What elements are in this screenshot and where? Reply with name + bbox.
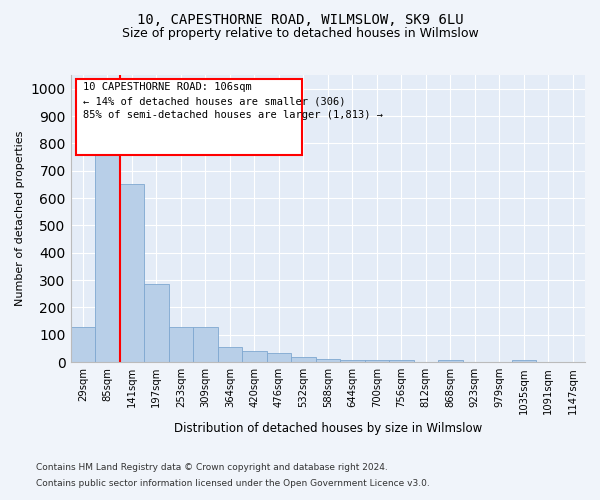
- Bar: [95, 149, 119, 362]
- Bar: [291, 356, 316, 362]
- FancyBboxPatch shape: [76, 80, 302, 156]
- Bar: [71, 326, 95, 362]
- X-axis label: Distribution of detached houses by size in Wilmslow: Distribution of detached houses by size …: [173, 422, 482, 435]
- Bar: [119, 184, 144, 362]
- Y-axis label: Number of detached properties: Number of detached properties: [15, 131, 25, 306]
- Bar: [242, 351, 266, 362]
- Bar: [365, 360, 389, 362]
- Bar: [144, 284, 169, 362]
- Bar: [512, 360, 536, 362]
- Bar: [316, 360, 340, 362]
- Text: Contains HM Land Registry data © Crown copyright and database right 2024.: Contains HM Land Registry data © Crown c…: [36, 464, 388, 472]
- Bar: [266, 352, 291, 362]
- Text: Contains public sector information licensed under the Open Government Licence v3: Contains public sector information licen…: [36, 478, 430, 488]
- Text: 10 CAPESTHORNE ROAD: 106sqm
← 14% of detached houses are smaller (306)
85% of se: 10 CAPESTHORNE ROAD: 106sqm ← 14% of det…: [83, 82, 383, 120]
- Bar: [438, 360, 463, 362]
- Bar: [389, 360, 413, 362]
- Text: 10, CAPESTHORNE ROAD, WILMSLOW, SK9 6LU: 10, CAPESTHORNE ROAD, WILMSLOW, SK9 6LU: [137, 12, 463, 26]
- Bar: [169, 326, 193, 362]
- Bar: [340, 360, 365, 362]
- Text: Size of property relative to detached houses in Wilmslow: Size of property relative to detached ho…: [122, 28, 478, 40]
- Bar: [193, 326, 218, 362]
- Bar: [218, 347, 242, 362]
